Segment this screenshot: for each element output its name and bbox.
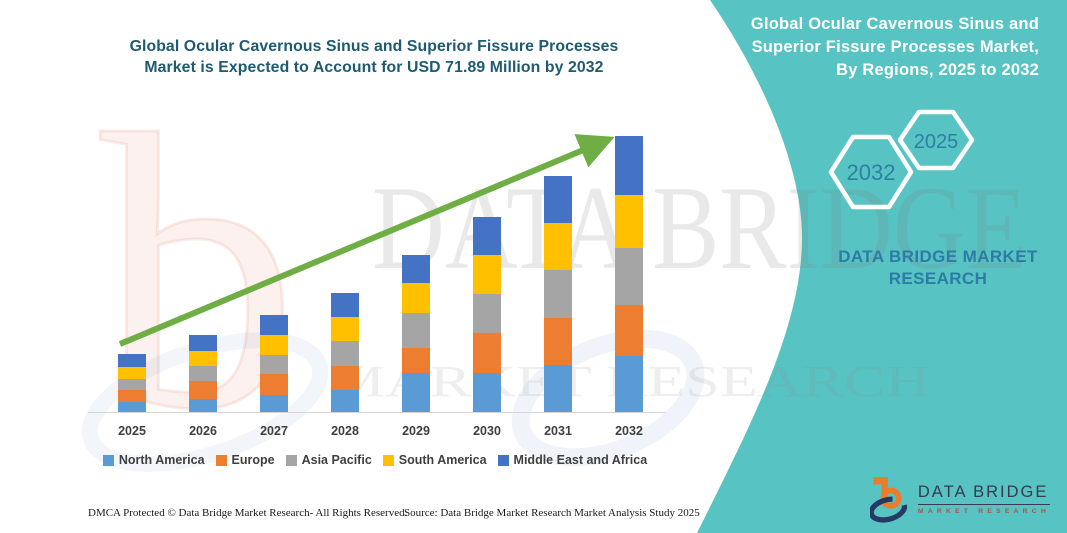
bar-2027-europe: [260, 374, 288, 395]
legend-item-asia-pacific: Asia Pacific: [285, 453, 372, 467]
bar-2025-europe: [118, 389, 146, 402]
bar-2032-europe: [615, 304, 643, 357]
panel-title-line-1: Global Ocular Cavernous Sinus and: [750, 15, 1039, 33]
legend-swatch-south-america: [382, 454, 394, 466]
bar-2030-south-america: [473, 255, 501, 294]
teal-panel-shape: [697, 0, 1067, 533]
bar-2032-south-america: [615, 194, 643, 249]
legend-label-europe: Europe: [231, 453, 275, 467]
databridge-logo-icon: [870, 477, 908, 523]
bar-2032-middle-east-and-africa: [615, 136, 643, 195]
legend-label-asia-pacific: Asia Pacific: [301, 453, 372, 467]
bar-2027-north-america: [260, 394, 288, 413]
legend: North America Europe Asia Pacific South Ame…: [80, 453, 670, 467]
x-label-2028: 2028: [331, 424, 359, 438]
panel-title-line-3: By Regions, 2025 to 2032: [836, 61, 1039, 79]
bar-2026-south-america: [189, 350, 217, 367]
bar-2031-asia-pacific: [544, 270, 572, 318]
databridge-logo: DATA BRIDGE MARKET RESEARCH: [870, 472, 1050, 526]
bar-2029-north-america: [402, 373, 430, 413]
bar-2026-middle-east-and-africa: [189, 335, 217, 351]
bar-2025-middle-east-and-africa: [118, 354, 146, 367]
chart-title-line-1: Global Ocular Cavernous Sinus and Superi…: [129, 38, 619, 55]
bar-2032-north-america: [615, 356, 643, 413]
bar-2028-middle-east-and-africa: [331, 293, 359, 318]
bar-2030-north-america: [473, 372, 501, 413]
brand-text: DATA BRIDGE MARKET RESEARCH: [832, 246, 1044, 290]
bar-2029-south-america: [402, 283, 430, 314]
x-label-2026: 2026: [189, 424, 217, 438]
bar-2030-middle-east-and-africa: [473, 216, 501, 256]
x-axis-labels: 2025 2026 2027 2028 2029 2030 2031 2032: [0, 424, 1067, 442]
x-axis-line: [88, 412, 666, 413]
bar-2027-asia-pacific: [260, 354, 288, 375]
bar-2029-asia-pacific: [402, 313, 430, 348]
panel-title: Global Ocular Cavernous Sinus and Superi…: [709, 13, 1039, 82]
legend-label-north-america: North America: [118, 453, 205, 467]
bar-2028-south-america: [331, 317, 359, 342]
watermark-logo-swoosh: [81, 332, 329, 472]
logo-title: DATA BRIDGE: [917, 483, 1050, 505]
legend-swatch-north-america: [102, 454, 114, 466]
panel-title-line-2: Superior Fissure Processes Market,: [751, 38, 1039, 56]
legend-label-south-america: South America: [398, 453, 487, 467]
bar-2031-south-america: [544, 222, 572, 271]
legend-item-middle-east-and-africa: Middle East and Africa: [497, 453, 648, 467]
x-label-2032: 2032: [615, 424, 643, 438]
legend-label-middle-east-and-africa: Middle East and Africa: [513, 453, 648, 467]
bar-2031-europe: [544, 317, 572, 366]
x-label-2027: 2027: [260, 424, 288, 438]
legend-item-europe: Europe: [215, 453, 275, 467]
legend-swatch-asia-pacific: [285, 454, 297, 466]
bar-2025-asia-pacific: [118, 378, 146, 390]
legend-item-north-america: North America: [102, 453, 205, 467]
bar-2025-south-america: [118, 366, 146, 379]
bar-2030-europe: [473, 333, 501, 373]
bar-2028-europe: [331, 366, 359, 390]
chart-title: Global Ocular Cavernous Sinus and Superi…: [85, 36, 663, 78]
x-label-2029: 2029: [402, 424, 430, 438]
x-label-2025: 2025: [118, 424, 146, 438]
bar-2029-europe: [402, 347, 430, 374]
legend-item-south-america: South America: [382, 453, 487, 467]
logo-text: DATA BRIDGE MARKET RESEARCH: [917, 483, 1050, 515]
bar-2028-asia-pacific: [331, 341, 359, 366]
footer-source: Source: Data Bridge Market Research Mark…: [404, 507, 700, 519]
brand-text-line-1: DATA BRIDGE MARKET: [838, 247, 1038, 266]
bar-2026-asia-pacific: [189, 366, 217, 382]
bar-2031-north-america: [544, 365, 572, 413]
footer-dmca: DMCA Protected © Data Bridge Market Rese…: [88, 507, 408, 519]
x-label-2030: 2030: [473, 424, 501, 438]
bar-2032-asia-pacific: [615, 248, 643, 305]
bar-2029-middle-east-and-africa: [402, 255, 430, 284]
legend-swatch-middle-east-and-africa: [497, 454, 509, 466]
bar-2031-middle-east-and-africa: [544, 176, 572, 223]
bar-2030-asia-pacific: [473, 293, 501, 334]
legend-swatch-europe: [215, 454, 227, 466]
bar-2025-north-america: [118, 401, 146, 413]
watermark-logo-d: [511, 329, 705, 467]
chart-title-line-2: Market is Expected to Account for USD 71…: [144, 59, 604, 76]
logo-subtitle: MARKET RESEARCH: [917, 508, 1050, 515]
brand-text-line-2: RESEARCH: [888, 269, 988, 288]
bar-2028-north-america: [331, 389, 359, 413]
x-label-2031: 2031: [544, 424, 572, 438]
bar-2027-middle-east-and-africa: [260, 315, 288, 336]
bar-2026-north-america: [189, 398, 217, 413]
bar-2027-south-america: [260, 335, 288, 355]
bar-2026-europe: [189, 381, 217, 399]
